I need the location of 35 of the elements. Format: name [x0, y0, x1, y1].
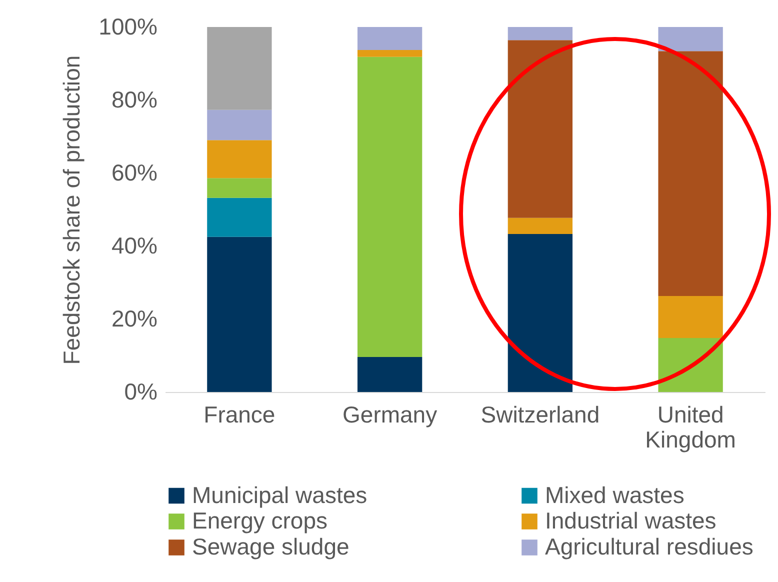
legend-label: Mixed wastes [545, 482, 684, 508]
x-tick-label: France [204, 402, 276, 428]
x-tick-label: United Kingdom [645, 402, 736, 452]
bar [508, 218, 573, 234]
bar [508, 234, 573, 392]
y-tick-label: 40% [111, 232, 158, 258]
bar [207, 178, 272, 198]
bar [357, 56, 422, 357]
bar [207, 27, 272, 110]
bar [658, 51, 723, 296]
bar [357, 27, 422, 50]
bar [658, 338, 723, 392]
bar [658, 27, 723, 52]
x-tick-label: Switzerland [480, 402, 600, 428]
bar [508, 27, 573, 40]
y-tick-label: 80% [111, 86, 158, 112]
bar [207, 236, 272, 392]
y-tick-label: 20% [111, 306, 158, 332]
y-tick-label: 0% [124, 378, 158, 404]
legend-label: Municipal wastes [192, 482, 368, 508]
legend-label: Industrial wastes [545, 508, 716, 534]
bar [357, 356, 422, 392]
x-tick-label: Germany [342, 402, 438, 428]
y-tick-label: 100% [98, 14, 158, 40]
bar [357, 50, 422, 57]
bar [508, 40, 573, 218]
y-axis-title: Feedstock share of production [58, 55, 85, 365]
bar [207, 140, 272, 178]
y-tick-label: 60% [111, 160, 158, 186]
legend-label: Sewage sludge [192, 534, 350, 560]
legend-label: Agricultural resdiues [545, 534, 754, 560]
bar [207, 198, 272, 237]
bar [658, 296, 723, 338]
legend-label: Energy crops [192, 508, 328, 534]
bar [207, 110, 272, 140]
